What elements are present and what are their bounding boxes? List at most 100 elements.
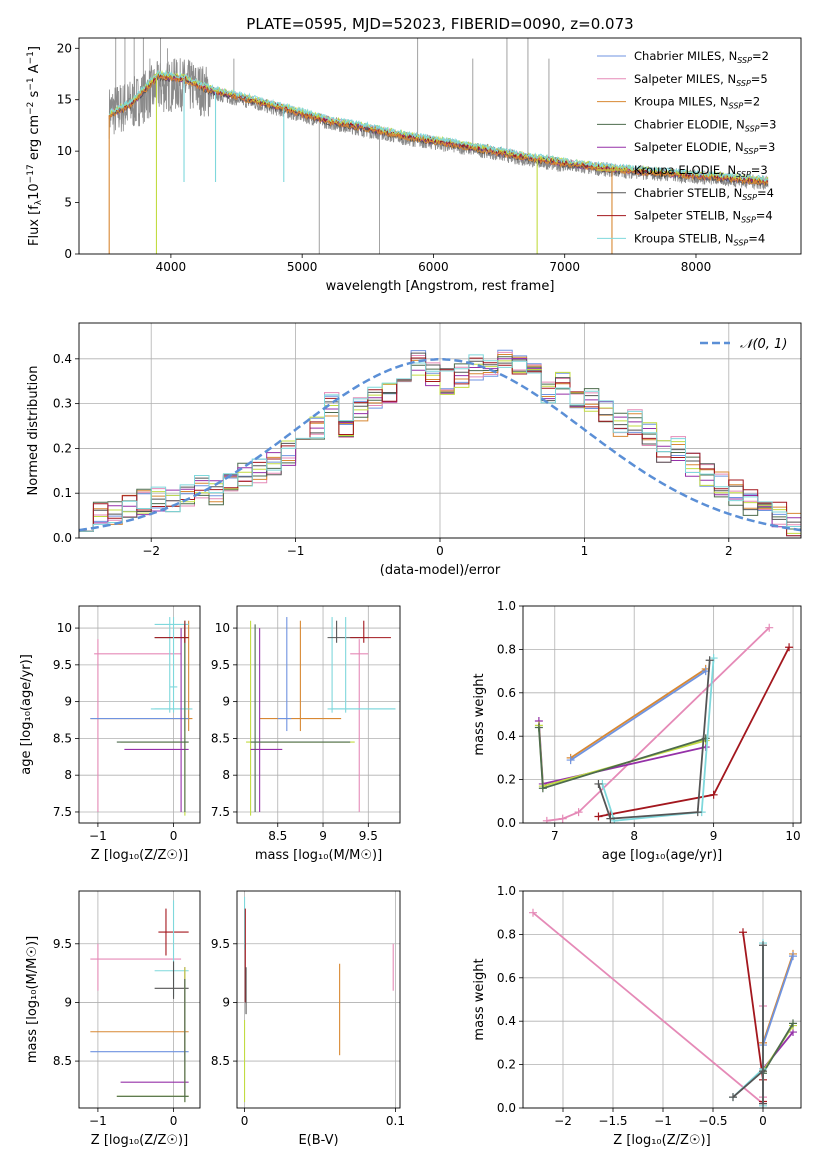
weight-marker (709, 654, 718, 663)
y-tick-label: 0.0 (53, 531, 72, 545)
y-tick-label: 0.0 (497, 816, 516, 830)
plot-area-age_vs_mass (246, 617, 396, 816)
model-spectrum-2 (108, 73, 769, 187)
legend-entry: Chabrier MILES, NSSP=2 (634, 49, 769, 65)
legend-entry: Kroupa ELODIE, NSSP=3 (634, 163, 768, 179)
x-tick-label: −2 (554, 1114, 572, 1128)
legend-entry: Chabrier ELODIE, NSSP=3 (634, 117, 776, 133)
y-tick-label: 0.0 (497, 1101, 516, 1115)
weight-line-6 (597, 660, 711, 820)
x-tick-label: −1 (654, 1114, 672, 1128)
legend: Chabrier MILES, NSSP=2 Salpeter MILES, NS… (597, 49, 776, 247)
y-tick-label: 0.8 (497, 927, 516, 941)
y-axis-label: age [log₁₀(age/yr)] (19, 654, 34, 775)
histogram-series-8 (79, 354, 801, 532)
histogram-series-5 (79, 360, 801, 534)
x-axis-label: Z [log₁₀(Z/Z☉)] (91, 1133, 188, 1148)
y-tick-label: 9.5 (211, 658, 230, 672)
figure-title: PLATE=0595, MJD=52023, FIBERID=0090, z=0… (246, 15, 633, 33)
y-axis-label: mass weight (472, 958, 487, 1040)
x-axis-label: Z [log₁₀(Z/Z☉)] (613, 1133, 710, 1148)
y-tick-label: 1.0 (497, 884, 516, 898)
y-tick-label: 9 (222, 695, 230, 709)
y-tick-label: 1.0 (497, 599, 516, 613)
panel-mass_vs_ebv: 0 0.1 8.5 9 9.5 E(B-V) (211, 890, 405, 1148)
y-axis-label: mass [log₁₀(M/M☉)] (25, 936, 40, 1063)
plot-area-residual_hist (79, 349, 801, 537)
y-tick-label: 0.2 (53, 441, 72, 455)
y-tick-label: 10 (57, 621, 72, 635)
histogram-series-6 (79, 352, 801, 532)
y-tick-label: 0.4 (497, 729, 516, 743)
y-tick-label: 20 (57, 41, 72, 55)
x-tick-label: 2 (725, 544, 733, 558)
weight-line-1 (532, 912, 764, 1106)
legend-entry: Salpeter STELIB, NSSP=4 (634, 209, 773, 225)
y-tick-label: 8.5 (53, 731, 72, 745)
legend-entry: Kroupa MILES, NSSP=2 (634, 95, 760, 111)
axes-frame (236, 890, 401, 1109)
weight-line-2 (570, 668, 707, 759)
y-tick-label: 8 (222, 768, 230, 782)
panel-age_vs_Z: −1 0 7.5 8 8.5 9 9.5 10 Z [log₁₀(Z/Z☉)] age [log₁… (19, 605, 201, 863)
x-tick-label: 9.5 (359, 829, 378, 843)
y-tick-label: 9.5 (53, 658, 72, 672)
x-tick-label: 10 (785, 829, 800, 843)
x-tick-label: −1 (89, 1114, 107, 1128)
y-tick-label: 9 (222, 995, 230, 1009)
weight-marker (538, 784, 547, 793)
weight-marker (729, 1093, 737, 1102)
y-tick-label: 7.5 (211, 805, 230, 819)
x-tick-label: 4000 (156, 260, 187, 274)
legend-entry: Chabrier STELIB, NSSP=4 (634, 186, 774, 202)
x-tick-label: 0 (436, 544, 444, 558)
x-tick-label: −2 (142, 544, 160, 558)
y-tick-label: 0.2 (497, 773, 516, 787)
weight-marker (542, 816, 551, 823)
y-tick-label: 0.4 (53, 352, 72, 366)
x-tick-label: 0 (170, 829, 178, 843)
weight-marker (606, 814, 615, 823)
y-tick-label: 0 (64, 247, 72, 261)
axes-frame (78, 890, 201, 1109)
axes-frame (78, 37, 802, 255)
plot-area-weight_vs_Z (529, 908, 797, 1108)
y-axis-label: Normed distribution (26, 366, 41, 496)
x-tick-label: 0 (170, 1114, 178, 1128)
x-axis-label: (data-model)/error (380, 563, 501, 578)
weight-line-7 (598, 646, 790, 818)
weight-line-0 (570, 670, 707, 761)
weight-marker (705, 656, 714, 665)
x-tick-label: 0.1 (386, 1114, 405, 1128)
panel-weight_vs_age: 7 8 9 10 0.0 0.2 0.4 0.6 0.8 1.0 age [log₁₀(age/yr… (472, 599, 802, 863)
weight-marker (759, 1099, 767, 1108)
x-tick-label: −1.5 (598, 1114, 627, 1128)
weight-marker (534, 723, 543, 732)
y-axis-label: mass weight (472, 673, 487, 755)
x-axis-label: wavelength [Angstrom, rest frame] (326, 279, 555, 294)
y-tick-label: 7.5 (53, 805, 72, 819)
x-tick-label: 8.5 (268, 829, 287, 843)
y-tick-label: 0.4 (497, 1014, 516, 1028)
panel-weight_vs_Z: −2 −1.5 −1 −0.5 0 0.0 0.2 0.4 0.6 0.8 1.0 Z [log₁₀(… (472, 884, 802, 1148)
axes-frame (78, 605, 201, 824)
y-tick-label: 9 (64, 695, 72, 709)
weight-marker (693, 808, 702, 817)
weight-marker (574, 808, 583, 817)
x-tick-label: −1 (287, 544, 305, 558)
x-tick-label: −1 (89, 829, 107, 843)
x-tick-label: 8000 (681, 260, 712, 274)
weight-marker (529, 908, 537, 917)
y-axis-label: Flux [fλ10−17 erg cm−2 s−1 A−1] (26, 46, 44, 246)
weight-marker (759, 941, 767, 950)
y-tick-label: 10 (215, 621, 230, 635)
y-tick-label: 8 (64, 768, 72, 782)
y-tick-label: 0.6 (497, 971, 516, 985)
legend-entry: Salpeter ELODIE, NSSP=3 (634, 140, 775, 156)
y-tick-label: 5 (64, 196, 72, 210)
model-spectrum-8 (108, 69, 769, 182)
x-tick-label: 7000 (549, 260, 580, 274)
y-tick-label: 0.8 (497, 642, 516, 656)
x-tick-label: −0.5 (698, 1114, 727, 1128)
